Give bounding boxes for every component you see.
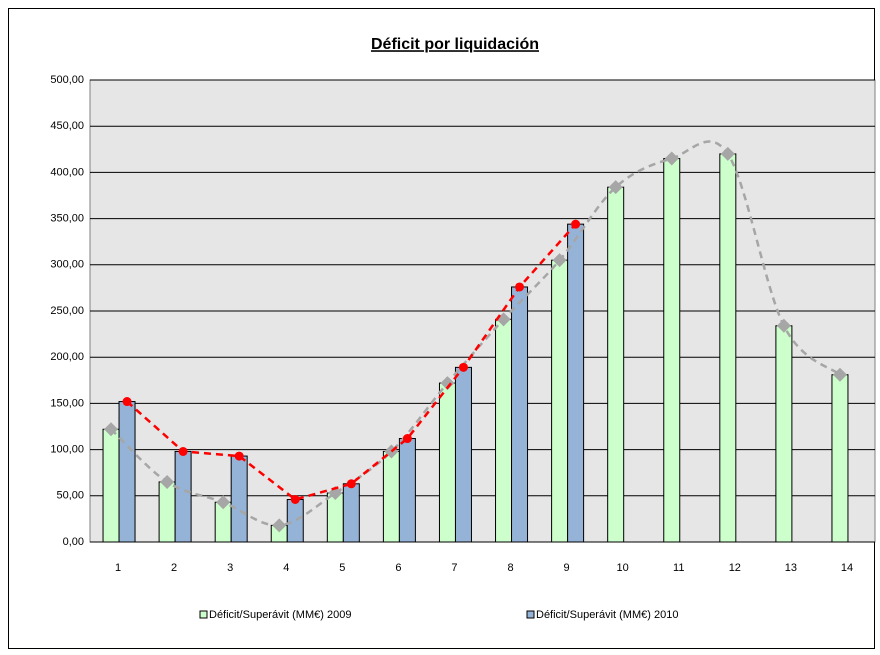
x-tick-label: 13: [785, 562, 797, 574]
bar: [118, 401, 136, 543]
bar: [567, 223, 585, 543]
x-tick-label: 7: [451, 562, 457, 574]
x-tick-label: 3: [227, 562, 233, 574]
trend-marker: [664, 151, 679, 166]
trend-marker: [290, 494, 300, 504]
trend-marker: [776, 318, 791, 333]
bar: [398, 438, 416, 543]
trend-marker: [720, 146, 735, 161]
trend-marker: [272, 518, 287, 533]
trend-marker: [515, 282, 525, 292]
bar: [438, 382, 456, 543]
trend-marker: [346, 479, 356, 489]
bar: [607, 186, 625, 543]
y-tick-label: 0,00: [63, 536, 84, 548]
legend-label: Déficit/Superávit (MM€) 2009: [209, 609, 351, 621]
trend-marker: [458, 362, 468, 372]
legend-swatch: [526, 610, 535, 619]
y-tick-label: 150,00: [50, 397, 84, 409]
trend-marker: [104, 422, 119, 437]
x-tick-label: 4: [283, 562, 289, 574]
y-tick-label: 350,00: [50, 213, 84, 225]
bar: [382, 450, 400, 543]
x-tick-label: 12: [729, 562, 741, 574]
trend-marker: [178, 446, 188, 456]
y-tick-label: 450,00: [50, 120, 84, 132]
bar: [102, 428, 120, 543]
y-tick-label: 100,00: [50, 444, 84, 456]
trend-marker: [571, 219, 581, 229]
legend-swatch: [199, 610, 208, 619]
trend-marker: [440, 376, 455, 391]
y-tick-label: 500,00: [50, 74, 84, 86]
x-tick-label: 2: [171, 562, 177, 574]
trend-marker: [402, 434, 412, 444]
trend-marker: [608, 180, 623, 195]
y-tick-label: 300,00: [50, 259, 84, 271]
legend-label: Déficit/Superávit (MM€) 2010: [536, 609, 678, 621]
bar: [719, 153, 737, 543]
bar: [286, 498, 304, 543]
bar: [831, 374, 849, 543]
trend-line: [110, 140, 841, 527]
x-tick-label: 6: [395, 562, 401, 574]
bar: [230, 455, 248, 543]
trend-marker: [234, 451, 244, 461]
y-tick-label: 200,00: [50, 351, 84, 363]
y-tick-label: 250,00: [50, 305, 84, 317]
trend-marker: [832, 367, 847, 382]
y-tick-label: 400,00: [50, 166, 84, 178]
trend-marker: [216, 495, 231, 510]
trend-marker: [552, 253, 567, 268]
x-tick-label: 10: [617, 562, 629, 574]
bar: [158, 481, 176, 543]
trend-marker: [160, 474, 175, 489]
x-tick-label: 8: [507, 562, 513, 574]
x-tick-label: 1: [115, 562, 121, 574]
y-tick-label: 50,00: [56, 490, 84, 502]
chart-title: Déficit por liquidación: [371, 36, 539, 53]
bar: [342, 483, 360, 543]
x-tick-label: 5: [339, 562, 345, 574]
bar: [495, 318, 513, 543]
x-tick-label: 11: [673, 562, 684, 574]
bar: [551, 259, 569, 543]
bar: [775, 325, 793, 543]
x-tick-label: 9: [564, 562, 570, 574]
bar: [454, 366, 472, 543]
bar: [511, 286, 529, 543]
x-tick-label: 14: [841, 562, 853, 574]
trend-marker: [122, 397, 132, 407]
bar: [663, 158, 681, 543]
bar: [326, 492, 344, 543]
bar: [174, 450, 192, 543]
